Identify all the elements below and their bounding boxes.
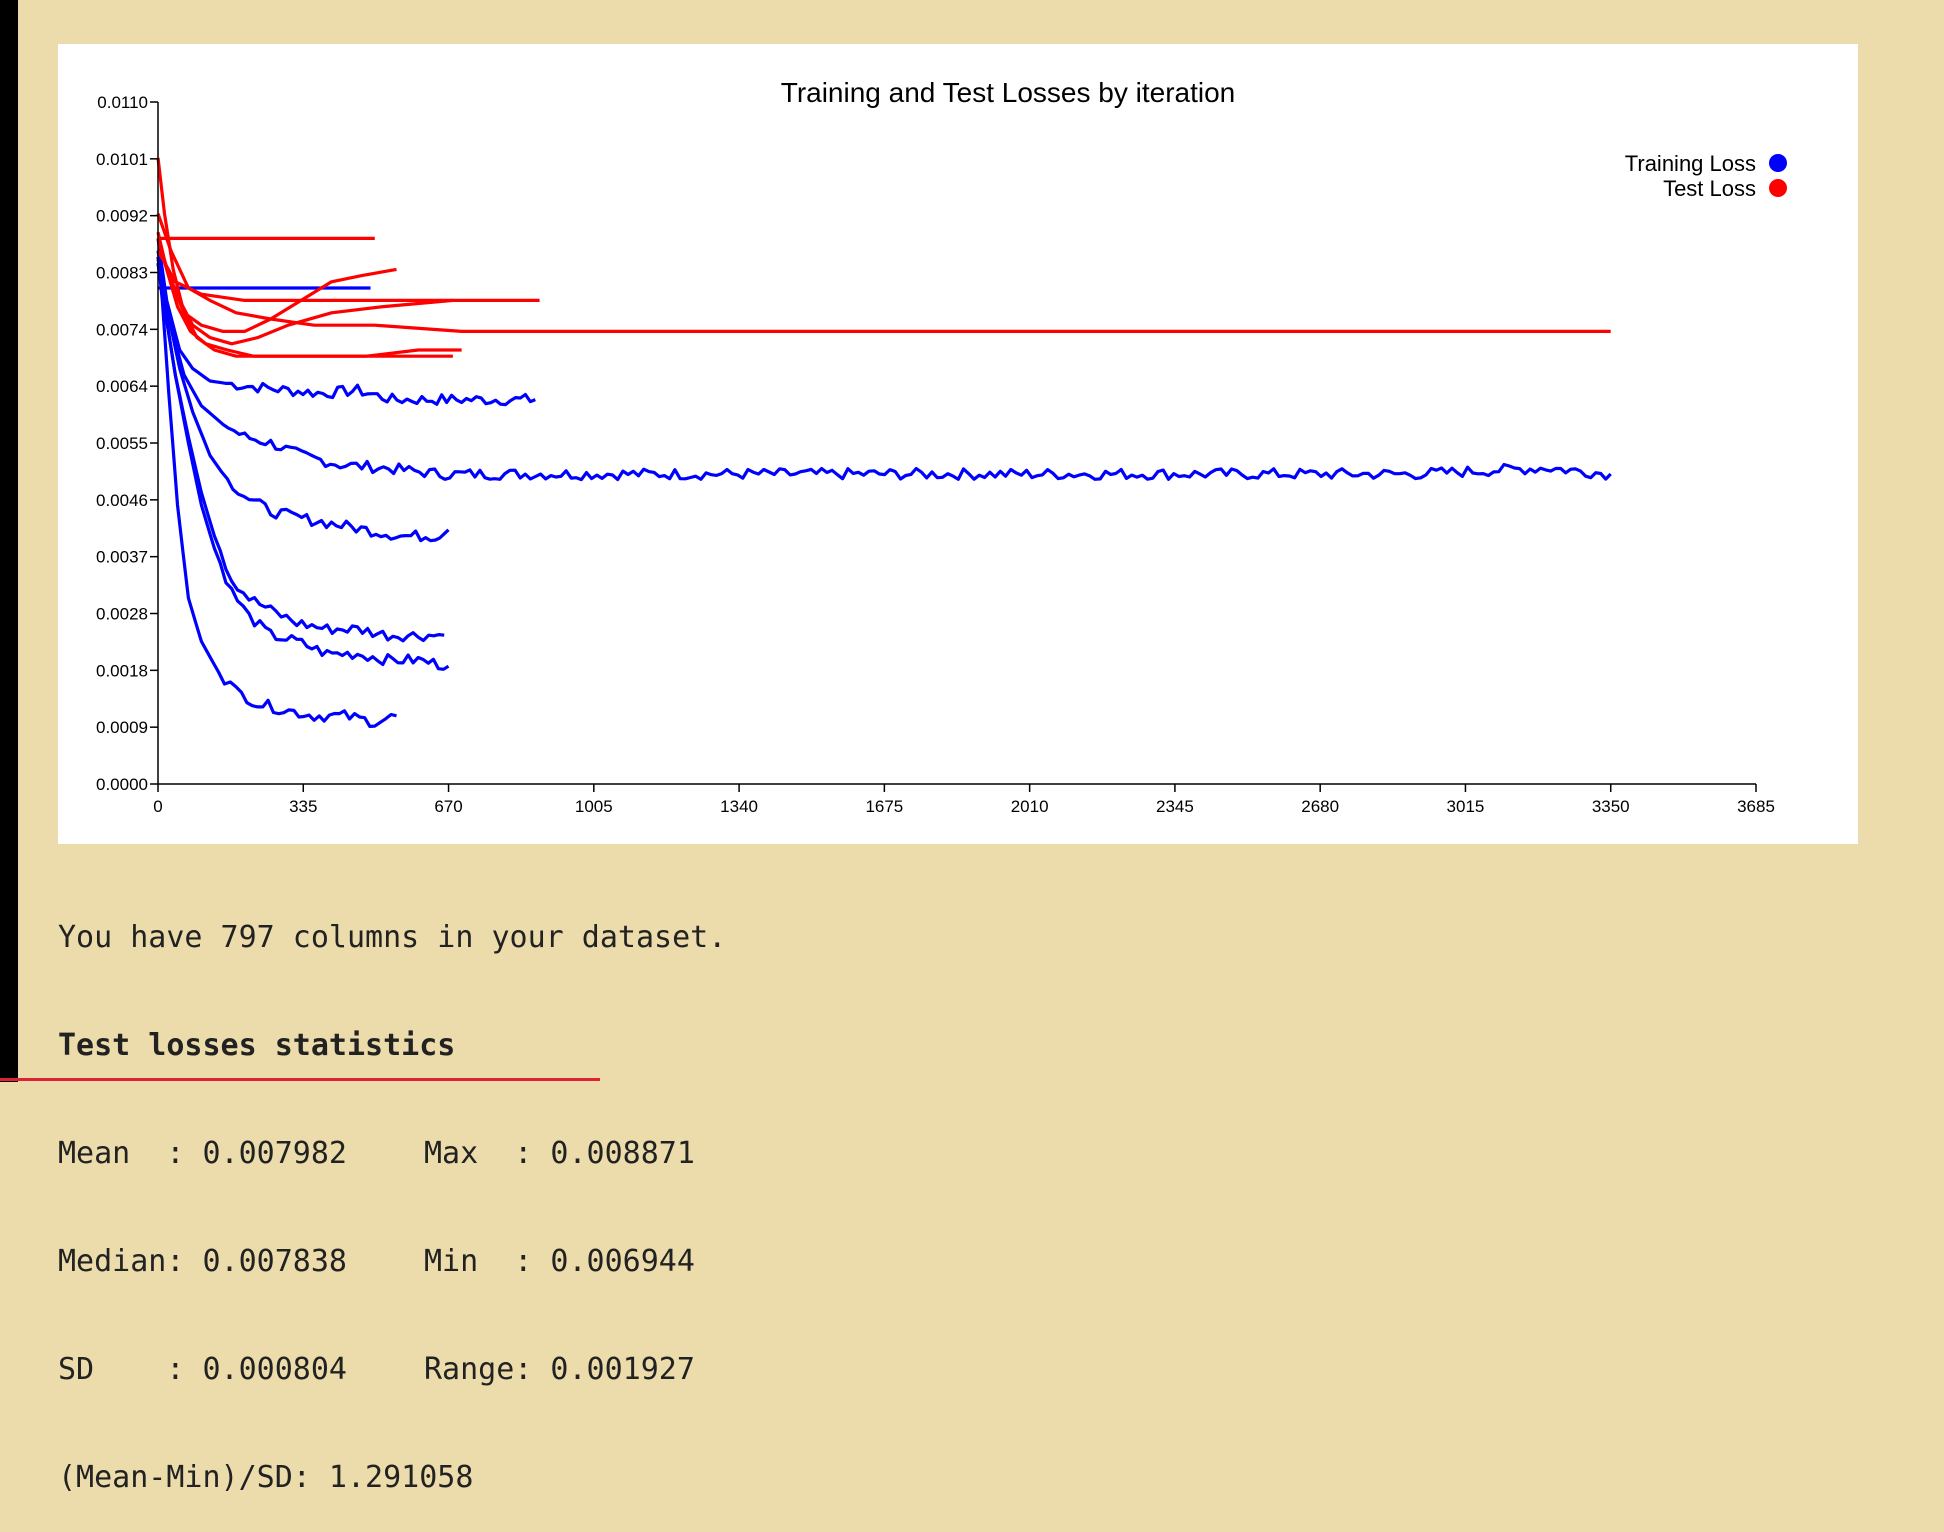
x-tick-label: 1340: [720, 797, 758, 816]
x-tick-label: 3015: [1447, 797, 1485, 816]
y-tick-label: 0.0074: [96, 320, 148, 339]
x-tick-label: 0: [153, 797, 162, 816]
training-loss-line-1: [156, 238, 536, 407]
training-loss-line-4: [156, 262, 445, 643]
stat-sd: SD : 0.000804: [58, 1352, 347, 1387]
y-tick-label: 0.0101: [96, 150, 148, 169]
legend-dot-training-loss: [1769, 154, 1787, 172]
training-loss-line-5: [156, 262, 450, 671]
legend: Training Loss Test Loss: [1625, 151, 1787, 201]
bottom-accent-bar: [0, 1078, 600, 1081]
test-loss-line-8: [156, 237, 397, 333]
training-loss-line-3: [156, 250, 450, 543]
series-group: [156, 157, 1612, 729]
y-tick-label: 0.0064: [96, 377, 148, 396]
x-tick-label: 1675: [865, 797, 903, 816]
x-tick-label: 3685: [1737, 797, 1775, 816]
stat-median: Median: 0.007838: [58, 1244, 347, 1279]
training-loss-line-2: [156, 256, 1612, 482]
y-tick-label: 0.0037: [96, 548, 148, 567]
stats-heading: Test losses statistics: [58, 1028, 456, 1063]
legend-dot-test-loss: [1769, 179, 1787, 197]
stat-min: Min : 0.006944: [424, 1244, 695, 1279]
columns-line: You have 797 columns in your dataset.: [58, 920, 727, 955]
ratio-line: (Mean-Min)/SD: 1.291058: [58, 1460, 474, 1495]
legend-label-test-loss: Test Loss: [1663, 176, 1756, 201]
legend-label-training-loss: Training Loss: [1625, 151, 1756, 176]
left-edge-bar: [0, 0, 18, 1082]
stat-mean: Mean : 0.007982: [58, 1136, 347, 1171]
stats-row: Mean : 0.007982 Max : 0.008871: [58, 1136, 726, 1172]
test-loss-line-10: [156, 237, 454, 346]
y-tick-label: 0.0018: [96, 661, 148, 680]
test-loss-line-13: [156, 231, 453, 358]
y-tick-label: 0.0055: [96, 434, 148, 453]
x-tick-label: 2010: [1011, 797, 1049, 816]
x-tick-label: 2680: [1301, 797, 1339, 816]
chart-panel: Training and Test Losses by iteration 0.…: [58, 44, 1858, 844]
loss-chart: Training and Test Losses by iteration 0.…: [96, 77, 1787, 816]
stat-range: Range: 0.001927: [424, 1352, 695, 1387]
stat-max: Max : 0.008871: [424, 1136, 695, 1171]
chart-title: Training and Test Losses by iteration: [781, 77, 1235, 108]
stats-row: Median: 0.007838 Min : 0.006944: [58, 1244, 726, 1280]
x-tick-label: 670: [434, 797, 462, 816]
test-loss-line-11: [156, 213, 1611, 333]
training-loss-line-6: [156, 256, 397, 729]
stats-output: You have 797 columns in your dataset. Te…: [58, 848, 726, 1532]
stats-row: SD : 0.000804 Range: 0.001927: [58, 1352, 726, 1388]
x-tick-label: 2345: [1156, 797, 1194, 816]
x-tick-label: 335: [289, 797, 317, 816]
y-tick-label: 0.0092: [96, 207, 148, 226]
y-tick-label: 0.0000: [96, 775, 148, 794]
axes-group: 0.0000 0.0009 0.0018 0.0028 0.0037 0.0046 0.00…: [96, 93, 1775, 816]
y-tick-label: 0.0083: [96, 264, 148, 283]
test-loss-line-9: [156, 250, 540, 302]
y-tick-label: 0.0046: [96, 491, 148, 510]
y-tick-label: 0.0028: [96, 605, 148, 624]
y-tick-label: 0.0009: [96, 718, 148, 737]
y-tick-label: 0.0110: [97, 93, 148, 112]
x-tick-label: 1005: [575, 797, 613, 816]
x-tick-label: 3350: [1592, 797, 1630, 816]
